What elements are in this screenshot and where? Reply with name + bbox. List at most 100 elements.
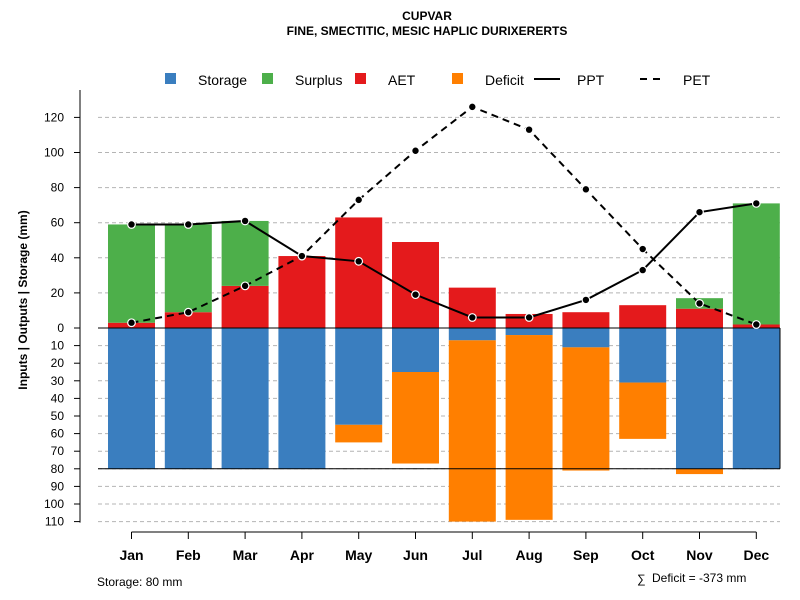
surplus-bar-feb — [164, 224, 212, 313]
x-tick-label-may: May — [345, 547, 372, 563]
x-tick-label-aug: Aug — [515, 547, 542, 563]
storage-bar-sep — [562, 328, 610, 348]
sum-symbol: ∑ — [637, 572, 646, 586]
y-tick-label-lower-90: 90 — [51, 479, 65, 493]
pet-point-jun — [411, 146, 420, 156]
x-tick-label-mar: Mar — [233, 547, 258, 563]
x-tick-label-apr: Apr — [290, 547, 315, 563]
chart-title: CUPVAR — [402, 9, 452, 23]
aet-bar-oct — [619, 305, 667, 328]
legend: Storage Surplus AET Deficit PPT PET — [165, 72, 711, 88]
pet-point-jul — [467, 102, 477, 112]
pet-point-mar — [240, 281, 250, 291]
storage-bar-feb — [164, 328, 212, 469]
pet-point-aug — [524, 125, 534, 135]
legend-label-pet: PET — [683, 72, 711, 88]
x-tick-label-jan: Jan — [119, 547, 143, 563]
x-tick-label-nov: Nov — [686, 547, 713, 563]
pet-point-jan — [127, 318, 136, 328]
pet-point-sep — [581, 184, 591, 194]
ppt-point-feb — [183, 220, 193, 229]
deficit-bar-sep — [562, 347, 610, 471]
storage-bar-jul — [448, 328, 496, 341]
y-tick-label-lower-50: 50 — [51, 409, 65, 423]
chart-subtitle: FINE, SMECTITIC, MESIC HAPLIC DURIXERERT… — [287, 24, 568, 38]
x-tick-label-dec: Dec — [743, 547, 769, 563]
y-tick-label-upper-20: 20 — [51, 286, 65, 300]
y-tick-label-upper-60: 60 — [51, 216, 65, 230]
y-tick-label-upper-0: 0 — [57, 321, 64, 335]
deficit-bar-oct — [619, 382, 667, 439]
pet-point-feb — [183, 307, 193, 317]
legend-label-deficit: Deficit — [485, 72, 524, 88]
upper-bars — [108, 203, 780, 328]
storage-note: Storage: 80 mm — [97, 575, 182, 589]
aet-bar-mar — [221, 285, 269, 328]
ppt-point-oct — [638, 265, 648, 275]
aet-bar-jul — [448, 287, 496, 328]
y-tick-label-upper-120: 120 — [44, 110, 64, 124]
aet-bar-feb — [164, 312, 212, 328]
storage-bar-oct — [619, 328, 667, 383]
deficit-bar-jul — [448, 340, 496, 522]
surplus-bar-dec — [732, 203, 780, 325]
pet-point-may — [354, 195, 364, 205]
plot-frame — [98, 327, 781, 470]
x-tick-label-oct: Oct — [631, 547, 655, 563]
ppt-point-aug — [524, 313, 534, 322]
y-tick-label-lower-80: 80 — [51, 462, 65, 476]
legend-swatch-surplus — [262, 73, 273, 84]
ppt-point-may — [354, 256, 364, 266]
ppt-line — [131, 202, 757, 319]
legend-label-surplus: Surplus — [295, 72, 342, 88]
deficit-bar-jun — [392, 372, 439, 464]
y-tick-label-lower-10: 10 — [51, 339, 65, 353]
deficit-bar-may — [335, 424, 383, 443]
storage-bar-jun — [392, 328, 439, 372]
y-tick-label-lower-40: 40 — [51, 391, 65, 405]
x-tick-label-jun: Jun — [403, 547, 428, 563]
deficit-note: Deficit = -373 mm — [652, 571, 746, 585]
deficit-bar-nov — [676, 468, 723, 475]
legend-swatch-deficit — [452, 73, 463, 84]
aet-bar-apr — [278, 256, 326, 328]
x-tick-label-sep: Sep — [573, 547, 599, 563]
storage-bar-dec — [732, 328, 780, 469]
pet-point-oct — [638, 244, 648, 254]
aet-bar-may — [335, 217, 383, 328]
ppt-point-sep — [581, 295, 591, 305]
surplus-bar-jan — [108, 224, 155, 323]
x-tick-label-jul: Jul — [462, 547, 482, 563]
legend-swatch-storage — [165, 73, 176, 84]
x-tick-label-feb: Feb — [176, 547, 201, 563]
legend-label-storage: Storage — [198, 72, 247, 88]
ppt-point-jun — [411, 290, 420, 300]
legend-swatch-aet — [355, 73, 366, 84]
storage-bar-apr — [278, 328, 326, 469]
storage-bar-aug — [505, 328, 553, 336]
y-axis-label: Inputs | Outputs | Storage (mm) — [16, 210, 30, 389]
aet-bar-sep — [562, 312, 610, 328]
pet-line — [131, 105, 757, 326]
aet-bar-nov — [676, 308, 723, 328]
lines — [127, 102, 761, 329]
ppt-point-jan — [127, 220, 136, 229]
ppt-point-nov — [695, 207, 704, 217]
legend-label-ppt: PPT — [577, 72, 605, 88]
y-tick-label-upper-80: 80 — [51, 181, 65, 195]
deficit-bar-aug — [505, 335, 553, 520]
y-tick-label-upper-100: 100 — [44, 146, 64, 160]
y-tick-label-lower-70: 70 — [51, 444, 65, 458]
ppt-point-jul — [467, 313, 477, 322]
y-tick-label-upper-40: 40 — [51, 251, 65, 265]
y-tick-label-lower-20: 20 — [51, 356, 65, 370]
storage-bar-nov — [676, 328, 723, 469]
lower-bars — [108, 328, 780, 522]
y-tick-label-lower-100: 100 — [44, 497, 64, 511]
axes: 0 20 40 60 80 100 120 10 20 30 40 50 60 70 80 90 100 110 J… — [44, 90, 769, 563]
storage-bar-may — [335, 328, 383, 425]
ppt-point-dec — [751, 198, 761, 208]
y-tick-label-lower-30: 30 — [51, 374, 65, 388]
storage-bar-mar — [221, 328, 269, 469]
